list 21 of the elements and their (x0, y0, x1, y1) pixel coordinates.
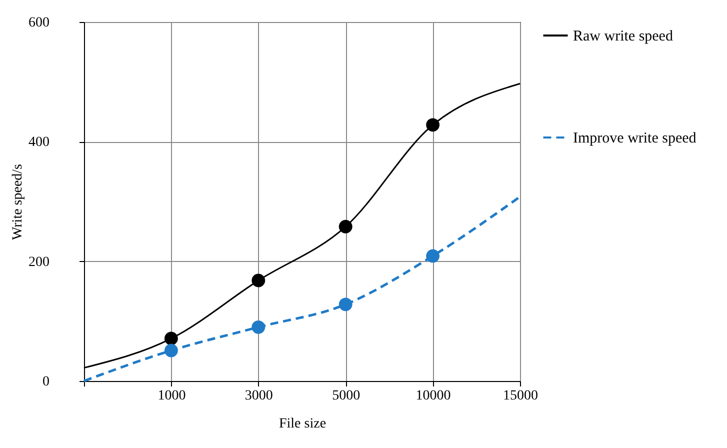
y-tick-label: 600 (28, 16, 50, 30)
y-tick-label: 0 (42, 374, 50, 390)
y-axis-title: Write speed/s (10, 164, 26, 240)
x-tick-label: 15000 (503, 388, 538, 404)
legend-label: Improve write speed (573, 130, 697, 146)
x-axis-title: File size (278, 416, 326, 432)
point (426, 249, 440, 263)
y-tick-label: 400 (28, 135, 50, 150)
point (252, 320, 266, 334)
x-tick-label: 10000 (416, 388, 451, 404)
point (252, 274, 266, 288)
point (338, 298, 352, 312)
point (164, 344, 178, 358)
point (426, 118, 440, 132)
x-tick-label: 3000 (244, 388, 273, 404)
x-tick-label: 5000 (332, 388, 360, 404)
y-tick-label: 200 (28, 254, 50, 270)
x-tick-label: 1000 (158, 388, 186, 404)
point (164, 332, 178, 346)
legend-label: Raw write speed (573, 28, 674, 44)
point (338, 220, 352, 234)
